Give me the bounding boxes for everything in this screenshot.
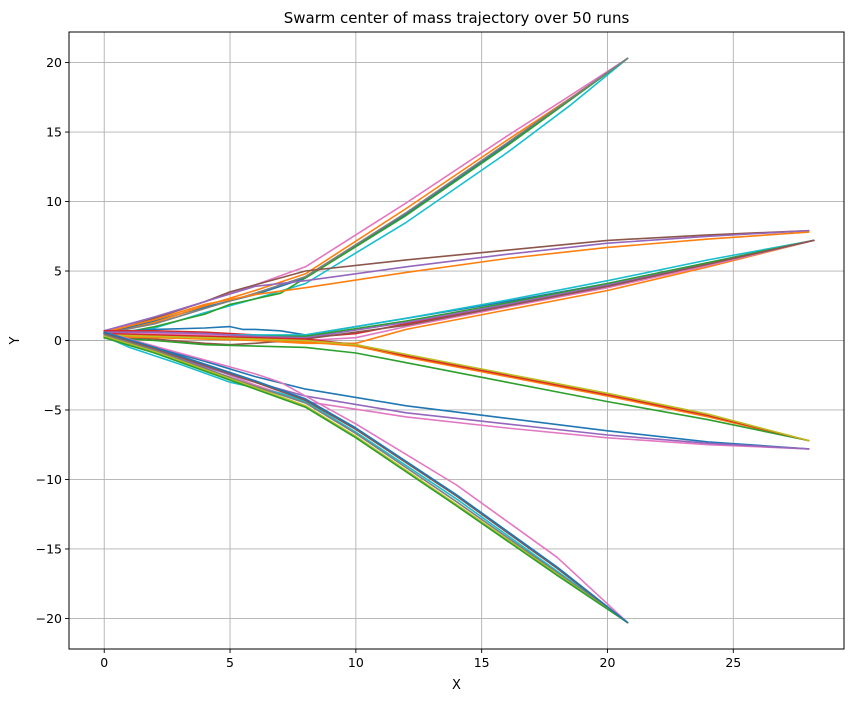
y-tick-label: −5: [44, 402, 62, 417]
x-axis-label: X: [452, 678, 461, 693]
y-tick-label: 20: [46, 55, 62, 70]
trajectory-line: [103, 336, 629, 624]
y-tick-label: 10: [46, 194, 62, 209]
trajectory-line: [103, 239, 815, 346]
trajectory-line: [103, 336, 810, 442]
y-tick-label: −10: [36, 472, 62, 487]
trajectory-line: [103, 331, 629, 624]
trajectory-line: [103, 57, 629, 336]
trajectory-line: [103, 334, 810, 450]
trajectory-line: [103, 331, 810, 450]
trajectory-line: [103, 331, 629, 624]
y-tick-label: −20: [36, 611, 62, 626]
x-tick-label: 15: [474, 655, 490, 670]
y-tick-label: 5: [54, 264, 62, 279]
x-tick-label: 20: [600, 655, 616, 670]
grid: [69, 32, 844, 649]
chart-title: Swarm center of mass trajectory over 50 …: [284, 9, 630, 27]
y-tick-label: 0: [54, 333, 62, 348]
x-tick-label: 25: [725, 655, 741, 670]
trajectory-line: [103, 332, 629, 624]
trajectory-line: [103, 57, 629, 335]
trajectory-line: [103, 229, 810, 332]
trajectory-line: [103, 239, 815, 342]
series-lines: [103, 57, 815, 624]
y-tick-label: −15: [36, 541, 62, 556]
trajectory-line: [103, 332, 810, 442]
trajectory-line: [103, 332, 810, 450]
trajectory-line: [103, 231, 810, 334]
trajectory-line: [103, 335, 629, 624]
x-tick-label: 5: [226, 655, 234, 670]
trajectory-line: [103, 229, 810, 335]
y-tick-label: 15: [46, 125, 62, 140]
x-tick-label: 10: [348, 655, 364, 670]
trajectory-line: [103, 57, 629, 338]
trajectory-line: [103, 334, 629, 624]
axis-ticks: 0 5 10 15 20 25 −20 −15 −10 −5 0 5 10 15 20: [36, 55, 742, 670]
y-axis-label: Y: [8, 336, 23, 345]
trajectory-line: [103, 335, 810, 442]
trajectory-line: [103, 334, 810, 442]
trajectory-line: [103, 335, 629, 624]
trajectory-line: [103, 57, 629, 334]
x-tick-label: 0: [100, 655, 108, 670]
